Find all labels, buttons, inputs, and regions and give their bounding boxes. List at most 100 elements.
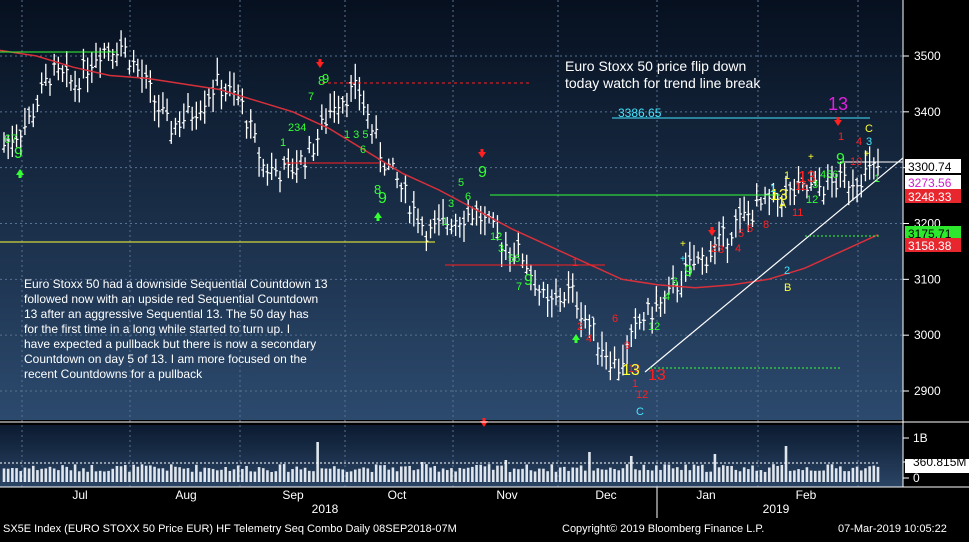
sequential-count-label: 1 [770,183,776,195]
sequential-count-label: 11 [792,207,803,219]
footer-copyright: Copyright© 2019 Bloomberg Finance L.P. [562,523,764,535]
sequential-count-label: 13 [622,362,640,379]
up-arrow-icon [374,212,382,221]
y-tick-label: 2900 [914,384,941,398]
countdown-13-label: 13 [828,94,848,114]
sequential-count-label: 12 [795,181,807,193]
footer-bg [0,518,969,537]
y-tick-label: 3400 [914,105,941,119]
up-arrow-icon [16,169,24,178]
x-tick-label: Aug [175,488,196,502]
sequential-count-label: 12 [806,194,818,206]
sequential-count-label: 4 [735,243,741,255]
sequential-count-label: 1 [572,257,578,269]
sequential-count-label: 2 [711,243,717,255]
sequential-count-label: + [680,239,686,250]
sequential-count-label: 1 [632,378,638,390]
overlays [0,49,904,373]
sequential-count-label: 6 [360,144,366,156]
sequential-count-label: 7 [516,281,522,293]
sequential-count-label: 9 [624,340,630,352]
sequential-count-label: 6 [465,191,471,203]
footer-instrument: SX5E Index (EURO STOXX 50 Price EUR) HF … [3,523,457,535]
annotation-top-line1: Euro Stoxx 50 price flip down [565,58,746,74]
sequential-count-label: 12 [648,321,660,333]
sequential-count-label: 8 [763,219,769,231]
down-arrow-icon [708,227,716,236]
volume-tick-label: 360.815M [913,455,966,469]
year-label: 2018 [312,502,339,516]
sequential-count-label: 13 [770,187,788,204]
sequential-count-label: 67 [4,132,18,146]
price-label-box [905,175,961,189]
sequential-count-label: + [680,254,686,265]
annotation-left-line: followed now with an upside red Sequenti… [24,292,318,306]
sequential-count-label: 10 [628,363,640,375]
price-label: 3175.71 [908,227,952,241]
sequential-count-label: 9 [14,145,23,162]
sequential-count-label: + [808,152,814,163]
sequential-count-label: + [864,149,870,160]
sequential-count-label: 4 [856,136,862,148]
sequential-count-label: 3 [812,179,818,191]
sequential-count-label: 8 [318,73,325,88]
annotation-left: Euro Stoxx 50 had a downside Sequential … [24,277,328,381]
sequential-count-label: 456 [820,169,838,181]
annotation-left-line: 13 after an aggressive Sequential 13. Th… [24,307,309,321]
sequential-count-label: 234 [288,122,306,134]
trend-line [644,157,904,373]
sequential-count-label: 6 [672,276,678,288]
down-arrow-icon [316,59,324,68]
y-tick-label: 3000 [914,328,941,342]
sequential-count-label: B [784,282,791,294]
x-tick-label: Dec [595,488,616,502]
sequential-count-label: 9 [478,164,487,181]
sequential-count-label: 12 [490,231,502,243]
x-tick-label: Feb [796,488,817,502]
sequential-count-label: 3 [498,243,504,255]
sequential-count-label: 2 [577,321,583,333]
x-tick-label: Sep [282,488,304,502]
footer-timestamp: 07-Mar-2019 10:05:22 [838,523,947,535]
sequential-count-label: C [636,406,644,418]
sequential-count-label: 2 [784,265,790,277]
sequential-count-label: 1 [280,137,286,149]
volume-label-box [905,459,969,473]
y-tick-label: 3100 [914,272,941,286]
sequential-count-label: A [779,199,787,211]
volume-tick-label: 1B [913,431,928,445]
sequential-count-label: C [865,123,873,135]
annotation-left-line: recent Countdowns for a pullback [24,367,203,381]
sequential-count-label: 9 [524,272,533,289]
sequential-count-label: 10 [850,156,862,168]
sequential-count-label: 9 [836,151,845,168]
sequential-count-label: 1 [838,131,844,143]
sequential-count-label: 13 [798,169,816,186]
sequential-count-label: 4 [586,333,592,345]
sequential-count-label: 5 [458,177,464,189]
price-label-box [905,159,961,173]
x-tick-label: Oct [388,488,407,502]
axes: 2900300031003200330034003500JulAugSepOct… [0,0,969,518]
annotation-left-line: Euro Stoxx 50 had a downside Sequential … [24,277,328,291]
year-label: 2019 [763,502,790,516]
y-tick-label: 3500 [914,49,941,63]
sequential-count-label: 1 [784,170,790,182]
price-label: 3273.56 [908,176,952,190]
sequential-count-label: 7 [308,91,314,103]
sequential-count-label: 9 [322,71,329,86]
volume-bars [0,442,880,482]
sequential-count-label: 3 [866,136,872,148]
x-tick-label: Nov [496,488,517,502]
level-label: 3386.65 [618,106,662,120]
sequential-count-label: 6 [612,313,618,325]
down-arrow-icon [834,117,842,126]
annotation-left-line: Countdown on day 5 of 13. I am more focu… [24,352,307,366]
annotation-left-line: for the first time in a long while start… [24,322,290,336]
sequential-count-label: 8 [374,182,381,197]
sequential-count-label: 56 [508,253,520,265]
sequential-count-label: 3 [448,198,454,210]
